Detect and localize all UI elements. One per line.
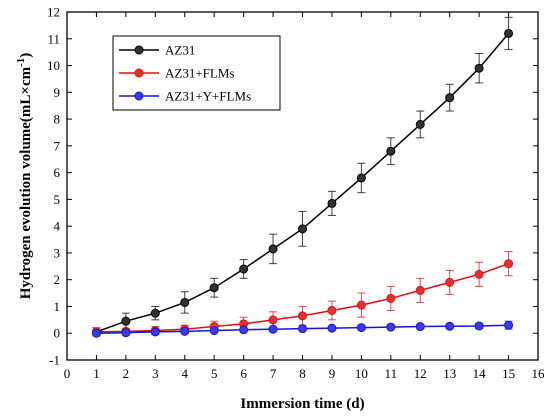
y-axis-title-main: Hydrogen evolution volume(mL×cm — [18, 66, 34, 299]
data-point — [504, 28, 514, 38]
data-point — [121, 316, 131, 326]
data-point — [386, 293, 396, 303]
data-point — [268, 244, 278, 254]
y-tick-label: 8 — [54, 112, 61, 127]
legend: AZ31 AZ31+FLMs AZ31+Y+FLMs — [112, 35, 281, 111]
y-tick-label: 12 — [47, 5, 60, 20]
y-tick-label: 2 — [54, 272, 61, 287]
y-axis-title: Hydrogen evolution volume(mL×cm-1) — [15, 53, 34, 300]
data-point — [474, 63, 484, 73]
data-point — [356, 173, 366, 183]
data-point — [209, 283, 219, 293]
legend-label: AZ31+FLMs — [165, 66, 234, 81]
legend-label: AZ31+Y+FLMs — [165, 89, 251, 104]
data-point — [268, 315, 278, 325]
y-tick-label: 5 — [54, 192, 61, 207]
data-point — [356, 323, 366, 333]
data-point — [298, 324, 307, 334]
x-tick-label: 1 — [93, 366, 100, 381]
data-point — [504, 259, 514, 269]
data-point — [327, 198, 337, 208]
legend-marker — [134, 91, 144, 101]
data-point — [150, 308, 160, 318]
x-tick-label: 8 — [299, 366, 306, 381]
y-tick-label: 9 — [54, 85, 61, 100]
y-tick-label: 3 — [54, 245, 61, 260]
x-tick-label: 12 — [414, 366, 427, 381]
data-point — [504, 320, 514, 330]
x-axis-title: Immersion time (d) — [240, 396, 364, 412]
data-point — [327, 305, 337, 315]
data-point — [445, 321, 455, 331]
data-point — [445, 93, 455, 103]
data-point — [474, 269, 484, 279]
x-tick-label: 9 — [329, 366, 336, 381]
y-axis-title-close: ) — [18, 53, 34, 58]
x-tick-label: 2 — [123, 366, 130, 381]
data-point — [356, 300, 366, 310]
data-point — [209, 326, 219, 336]
x-tick-label: 5 — [211, 366, 218, 381]
data-point — [474, 321, 484, 331]
y-tick-label: 11 — [47, 31, 60, 46]
data-point — [180, 326, 190, 336]
y-tick-label: 0 — [54, 326, 61, 341]
data-point — [239, 325, 249, 335]
y-tick-label: -1 — [49, 353, 60, 368]
data-point — [150, 327, 160, 337]
data-point — [386, 146, 396, 156]
data-point — [268, 324, 278, 334]
x-tick-label: 7 — [270, 366, 277, 381]
x-tick-label: 14 — [473, 366, 487, 381]
x-tick-label: 13 — [443, 366, 456, 381]
data-point — [298, 311, 307, 321]
data-point — [415, 119, 425, 129]
x-tick-label: 0 — [64, 366, 71, 381]
x-tick-label: 6 — [240, 366, 247, 381]
x-tick-label: 10 — [355, 366, 368, 381]
y-tick-label: 6 — [54, 165, 61, 180]
data-point — [298, 224, 307, 234]
legend-marker — [134, 68, 144, 78]
data-point — [180, 297, 190, 307]
y-axis-title-superscript: -1 — [15, 58, 27, 67]
x-tick-label: 3 — [152, 366, 159, 381]
y-tick-label: 10 — [47, 58, 60, 73]
data-point — [415, 322, 425, 332]
y-tick-label: 1 — [54, 299, 61, 314]
x-tick-label: 15 — [502, 366, 515, 381]
x-tick-label: 11 — [385, 366, 398, 381]
legend-label: AZ31 — [165, 43, 195, 58]
data-point — [239, 264, 249, 274]
y-tick-label: 7 — [54, 138, 61, 153]
series-2 — [91, 320, 514, 338]
data-point — [386, 322, 396, 332]
data-point — [327, 323, 337, 333]
y-tick-label: 4 — [54, 219, 61, 234]
data-point — [121, 328, 131, 338]
data-point — [445, 277, 455, 287]
series — [91, 16, 514, 338]
ticks: 0 1 2 3 4 5 6 7 8 9 10 11 12 13 14 15 16-101234567891011… — [47, 5, 545, 382]
legend-marker — [134, 45, 144, 55]
data-point — [91, 328, 101, 338]
x-tick-label: 16 — [532, 366, 546, 381]
series-0 — [91, 16, 514, 337]
x-tick-label: 4 — [182, 366, 189, 381]
data-point — [415, 285, 425, 295]
